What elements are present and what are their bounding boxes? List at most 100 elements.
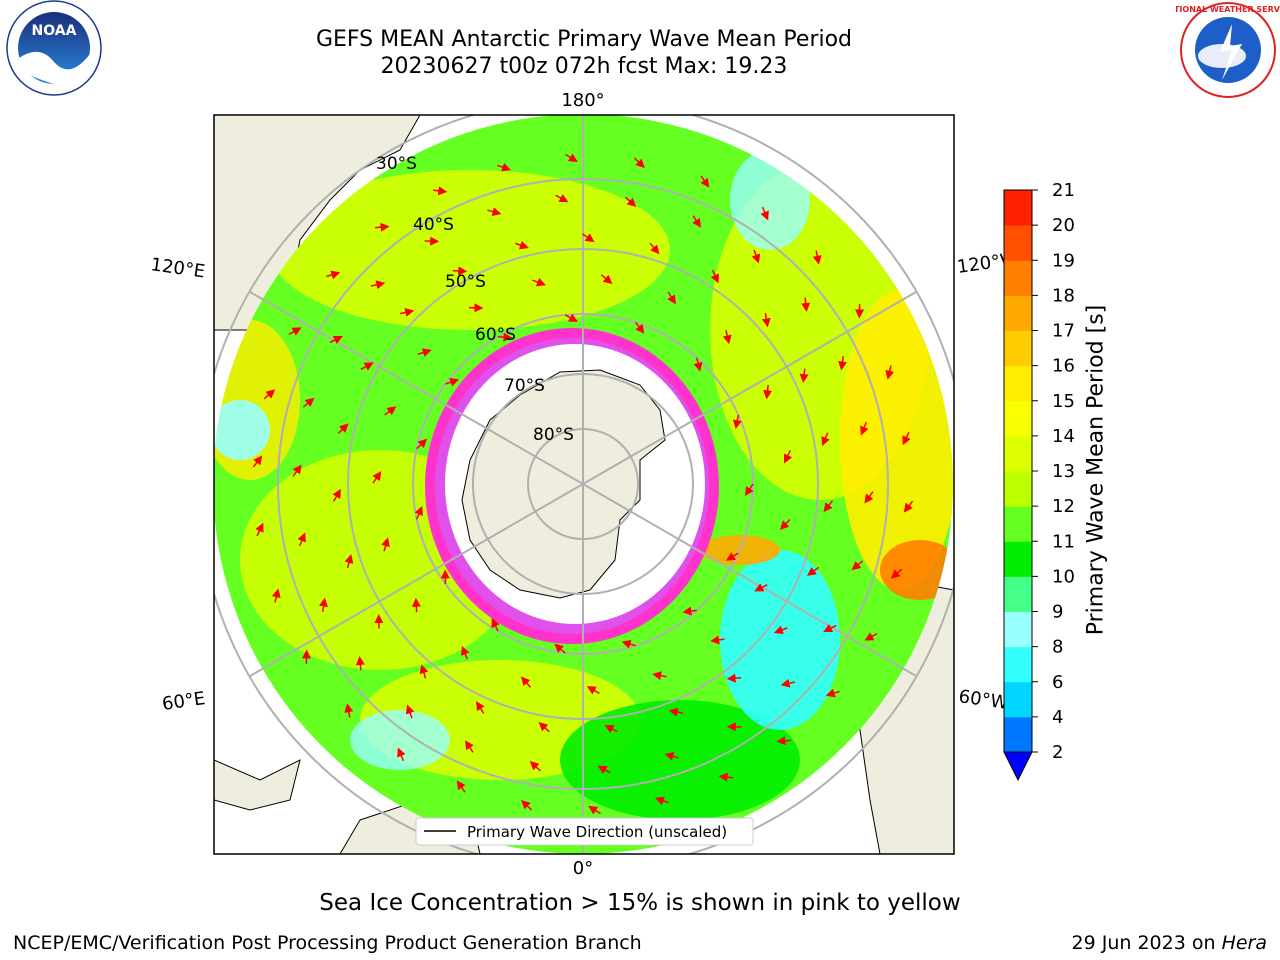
wave-arrow (604, 725, 618, 734)
wave-arrow (344, 554, 354, 569)
wave-arrow (297, 532, 306, 547)
wave-arrow (667, 291, 676, 305)
wave-arrow (763, 384, 773, 400)
wave-arrow (445, 377, 460, 387)
wave-arrow (725, 552, 739, 561)
antarctica-land (461, 369, 666, 599)
wave-arrow (600, 274, 613, 285)
wave-arrow (255, 522, 264, 537)
colorbar-segment (1004, 435, 1032, 472)
map-panel: 30°S 40°S 50°S 60°S 70°S 80°S Primary Wa… (214, 115, 954, 854)
wave-arrow (633, 157, 645, 168)
wave-arrow (555, 194, 569, 203)
wave-arrow (417, 348, 432, 357)
colorbar-tick-label: 14 (1052, 426, 1075, 447)
wave-arrow (864, 491, 874, 504)
wave-arrow (726, 673, 742, 683)
wave-arrow (319, 597, 328, 612)
wave-arrow (773, 625, 788, 635)
footer-host: Hera (1221, 932, 1267, 954)
wave-arrow (783, 450, 793, 464)
footer-branch: NCEP/EMC/Verification Post Processing Pr… (13, 932, 642, 954)
wave-arrow (302, 397, 315, 408)
colorbar-segment (1004, 190, 1032, 226)
wave-arrow (476, 701, 485, 714)
wave-arrow (326, 270, 341, 280)
wave-arrow (360, 362, 374, 371)
wave-arrow (682, 606, 697, 616)
wave-arrow (520, 676, 532, 688)
wave-arrow (825, 688, 840, 698)
colorbar-tick-label: 15 (1052, 391, 1075, 412)
colorbar-segment (1004, 330, 1032, 367)
colorbar-tick-label: 21 (1052, 180, 1075, 201)
colorbar-segment (1004, 295, 1032, 331)
wave-arrow (634, 321, 645, 334)
wave-arrow (823, 623, 837, 633)
colorbar-segment (1004, 611, 1032, 648)
colorbar-tick-label: 17 (1052, 321, 1075, 342)
lat-label-40s: 40°S (413, 215, 454, 235)
wave-arrow (329, 335, 343, 345)
wave-arrow (252, 455, 263, 468)
wave-arrow (432, 186, 448, 196)
wave-arrow (806, 566, 820, 576)
wave-arrow (710, 269, 719, 284)
chart-subtitle: 20230627 t00z 072h fcst Max: 19.23 (380, 54, 788, 79)
colorbar-segment (1004, 716, 1032, 753)
map-frame (213, 114, 955, 855)
wave-arrow (497, 332, 513, 342)
wave-arrow (461, 645, 470, 660)
wave-arrow (456, 780, 466, 793)
wave-arrow (860, 421, 869, 436)
lat-label-60s: 60°S (475, 325, 516, 345)
wave-arrow (621, 639, 636, 649)
colorbar-tick-label: 8 (1052, 637, 1063, 658)
colorbar-tick-label: 6 (1052, 672, 1063, 693)
wave-arrow (582, 233, 595, 243)
wave-arrow (521, 800, 533, 811)
wave-arrow (332, 488, 341, 502)
wave-arrow (344, 703, 354, 718)
wave-arrow (271, 588, 281, 603)
noaa-logo: NOAA (6, 0, 102, 96)
wave-arrow (664, 752, 679, 761)
wave-arrow (554, 643, 566, 654)
colorbar-tick-label: 2 (1052, 742, 1063, 763)
wave-arrow (799, 368, 809, 384)
wave-arrow (337, 423, 349, 435)
wave-arrow (693, 357, 703, 372)
wave-arrow (514, 240, 529, 250)
wave-arrow (263, 389, 276, 400)
wave-arrow (399, 308, 415, 317)
wave-arrow (419, 664, 429, 679)
wave-arrow (776, 736, 791, 746)
wave-arrow (649, 242, 660, 255)
wave-arrow (355, 656, 365, 671)
wave-arrow (652, 671, 667, 681)
colorbar-tick-label: 9 (1052, 602, 1063, 623)
wave-arrow (529, 760, 541, 772)
wave-arrow (491, 618, 500, 632)
wave-arrow (718, 772, 734, 782)
wave-arrow (625, 196, 637, 208)
noaa-logo-text: NOAA (32, 23, 77, 39)
wave-arrow (885, 365, 895, 380)
colorbar-tick-label: 19 (1052, 250, 1075, 271)
wave-arrow (370, 280, 386, 290)
colorbar-title: Primary Wave Mean Period [s] (1083, 304, 1109, 636)
colorbar-tick-label: 20 (1052, 215, 1075, 236)
wave-arrow (760, 206, 769, 221)
wave-arrow (903, 500, 914, 513)
wave-arrow (381, 537, 390, 552)
wave-direction-arrows (252, 153, 914, 815)
wave-arrow (654, 796, 669, 806)
wave-arrow (564, 313, 578, 322)
colorbar-segment (1004, 506, 1032, 542)
wave-arrow (751, 249, 761, 264)
lon-label-0: 0° (573, 858, 593, 879)
wave-arrow (465, 740, 474, 753)
wave-arrow (292, 464, 302, 477)
lat-label-70s: 70°S (504, 376, 545, 396)
colorbar-tick-label: 4 (1052, 707, 1063, 728)
